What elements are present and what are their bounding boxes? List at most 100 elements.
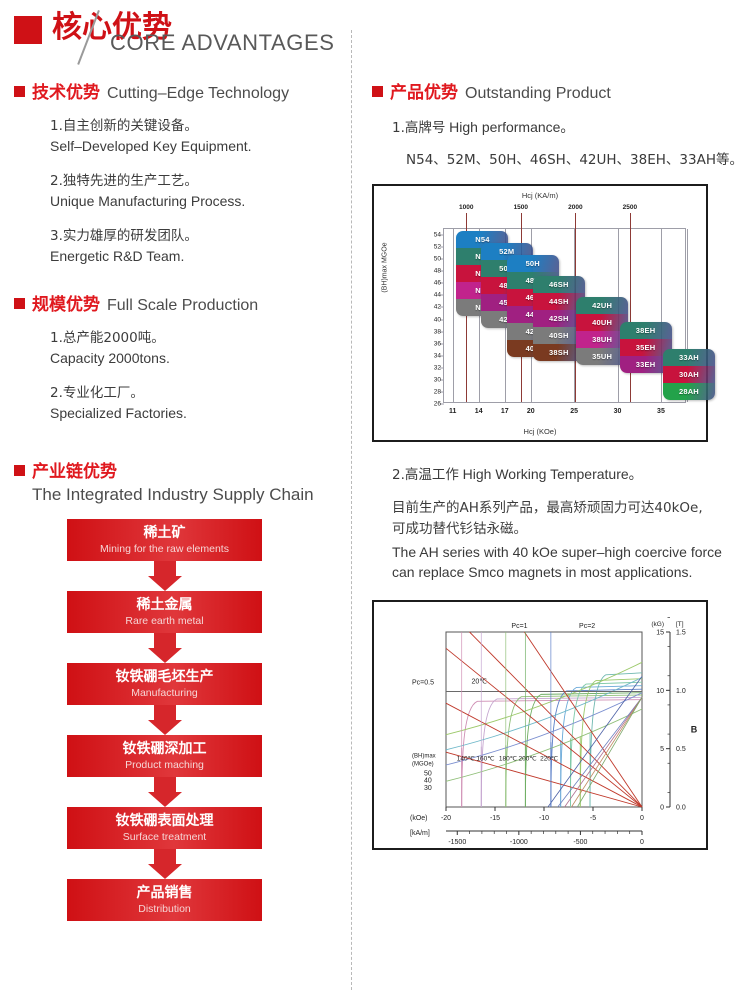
chart1-top-tick-label: 1000 <box>459 204 474 211</box>
flow-step-label-en: Rare earth metal <box>125 614 204 627</box>
section-scale-body: 1.总产能2000吨。 Capacity 2000tons. 2.专业化工厂。 … <box>50 328 351 423</box>
product-grade-list: N54、52M、50H、46SH、42UH、38EH、33AH等。 <box>406 152 743 168</box>
section-technology-body: 1.自主创新的关键设备。 Self–Developed Key Equipmen… <box>50 116 351 266</box>
flow-step-label-cn: 产品销售 <box>136 884 193 901</box>
bullet-square-icon <box>14 86 25 97</box>
chart1-plot-area: 26 28 30 32 34 36 38 40 42 44 46 48 50 52 54 11 14 17 20 25… <box>434 204 715 415</box>
demagnetization-curve-chart: Pc=1 Pc=2 Pc=0.5 20℃ 140℃ 160℃ 180℃ 200℃ 220℃ (BH… <box>372 383 708 863</box>
chart2-pc-load-line <box>445 751 643 808</box>
chart1-grade-cell: 38UH <box>576 331 629 349</box>
chart2-x-tick-label-kam: -1000 <box>510 839 528 846</box>
chart1-grade-cell: 40SH <box>532 327 585 345</box>
section-technology-heading: 技术优势 Cutting–Edge Technology <box>14 78 351 103</box>
chart1-y-tick-mark <box>440 294 444 296</box>
chart1-grade-cell: 44SH <box>532 293 585 311</box>
chart1-y-tick-mark <box>440 331 444 333</box>
product-item-2-body-en-1: The AH series with 40 kOe super–high coe… <box>392 544 722 560</box>
section-supply-chain-title-en: The Integrated Industry Supply Chain <box>32 485 314 504</box>
product-item-2-body-en-2: can replace Smco magnets in most applica… <box>392 564 693 580</box>
chart1-y-tick-label: 36 <box>433 340 441 348</box>
chart2-pc2-label: Pc=2 <box>579 623 595 630</box>
chart2-y-unit-kg: (kG) <box>651 621 664 628</box>
item-text-cn: 3.实力雄厚的研发团队。 <box>50 228 198 244</box>
chart1-y-tick-label: 32 <box>433 364 441 372</box>
chart2-bhmax-unit: (MGOe) <box>412 762 434 768</box>
chart1-top-tick-label: 2000 <box>568 204 583 211</box>
chart2-recoil-line <box>571 697 643 808</box>
chart1-y-tick-label: 28 <box>433 388 441 396</box>
chart2-pc1-label: Pc=1 <box>511 623 527 630</box>
section-scale-title-en: Full Scale Production <box>107 297 259 314</box>
chart1-x-tick-label: 35 <box>657 408 665 415</box>
chart2-b-tick-kg: 15 <box>656 630 664 637</box>
flow-arrow-down-icon <box>67 705 262 735</box>
chart1-y-tick-mark <box>440 246 444 248</box>
chart2-pc-load-line <box>445 647 643 808</box>
flow-step-rare-earth-metal: 稀土金属 Rare earth metal <box>67 591 262 633</box>
chart2-temp-label-20: 20℃ <box>471 678 487 685</box>
flow-step-product-machining: 钕铁硼深加工 Product maching <box>67 735 262 777</box>
bullet-square-icon <box>14 465 25 476</box>
chart1-y-tick-mark <box>440 391 444 393</box>
chart2-x-tick-label-kam: -1500 <box>448 839 466 846</box>
chart1-kam-reference-line <box>629 213 631 402</box>
item-text-en: High Working Temperature。 <box>462 466 643 482</box>
chart1-y-tick-mark <box>440 379 444 381</box>
chart1-y-tick-mark <box>440 319 444 321</box>
product-item-2: 2.高温工作 High Working Temperature。 目前生产的AH… <box>392 464 750 582</box>
flow-arrow-down-icon <box>67 561 262 591</box>
grade-performance-chart: Hcj (KA/m) Hcj (KOe) (BH)max MGOe 26 28 30… <box>372 184 715 442</box>
bullet-square-icon <box>372 86 383 97</box>
item-text-cn: 2.专业化工厂。 <box>50 385 144 401</box>
section-product-heading: 产品优势 Outstanding Product <box>372 78 750 103</box>
chart2-recoil-line <box>576 697 643 808</box>
chart1-y-tick-mark <box>440 403 444 405</box>
chart1-grade-group: 46SH 44SH 42SH 40SH 38SH <box>532 276 585 362</box>
chart1-grade-cell: 28AH <box>662 382 715 400</box>
chart1-grade-cell: 50H <box>506 255 559 273</box>
chart1-x-tick-label: 11 <box>448 408 457 415</box>
chart1-y-tick-label: 30 <box>433 376 441 384</box>
section-scale: 规模优势 Full Scale Production 1.总产能2000吨。 C… <box>14 290 351 423</box>
chart2-bhmax-value: 40 <box>424 778 432 785</box>
chart1-gridline <box>687 229 688 402</box>
chart2-b-tick-kg: 5 <box>660 746 664 753</box>
flow-step-manufacturing: 钕铁硼毛坯生产 Manufacturing <box>67 663 262 705</box>
chart1-grade-cell: 40UH <box>576 314 629 332</box>
flow-arrow-down-icon <box>67 849 262 879</box>
chart1-x-tick-label: 14 <box>474 408 483 415</box>
chart2-bhmax-value: 50 <box>424 771 432 778</box>
chart1-x-axis-label: Hcj (KOe) <box>523 427 557 436</box>
supply-chain-flowchart: 稀土矿 Mining for the raw elements 稀土金属 Rar… <box>14 519 351 921</box>
chart1-y-tick-mark <box>440 367 444 369</box>
chart2-intrinsic-curve <box>445 708 643 782</box>
item-text-en: Self–Developed Key Equipment. <box>50 138 252 154</box>
chart2-pc-load-line <box>469 631 643 808</box>
list-item: 1.总产能2000吨。 Capacity 2000tons. <box>50 328 351 368</box>
flow-step-label-en: Distribution <box>138 902 191 915</box>
section-scale-title-cn: 规模优势 <box>32 295 100 315</box>
flow-step-label-cn: 稀土金属 <box>136 596 193 613</box>
chart1-y-tick-label: 52 <box>433 243 441 251</box>
flow-step-label-en: Surface treatment <box>122 830 207 843</box>
section-product-title-cn: 产品优势 <box>390 83 458 103</box>
chart1-y-tick-mark <box>440 343 444 345</box>
chart1-x-tick-label: 20 <box>526 408 535 415</box>
chart2-recoil-line <box>547 676 643 808</box>
item-text-cn: 1.总产能2000吨。 <box>50 330 165 346</box>
section-supply-chain: 产业链优势 The Integrated Industry Supply Cha… <box>14 457 351 921</box>
chart1-top-axis-label: Hcj (KA/m) <box>521 191 559 200</box>
chart2-pc05-label: Pc=0.5 <box>412 680 434 687</box>
chart1-top-tick-label: 2500 <box>622 204 638 211</box>
chart2-svg: Pc=1 Pc=2 Pc=0.5 20℃ 140℃ 160℃ 180℃ 200℃ 220℃ (BH… <box>410 383 698 863</box>
chart2-intrinsic-curve <box>445 692 643 766</box>
flow-step-surface-treatment: 钕铁硼表面处理 Surface treatment <box>67 807 262 849</box>
chart1-grade-cell: 35UH <box>576 348 629 366</box>
chart2-x-tick-label-koe: -10 <box>539 815 549 822</box>
chart2-pc-load-line <box>524 631 643 808</box>
section-technology-title-en: Cutting–Edge Technology <box>107 85 290 102</box>
chart2-bhmax-label: (BH)max <box>412 753 436 759</box>
chart1-grade-cell: 33AH <box>662 348 715 366</box>
item-text-en: Specialized Factories. <box>50 405 187 421</box>
